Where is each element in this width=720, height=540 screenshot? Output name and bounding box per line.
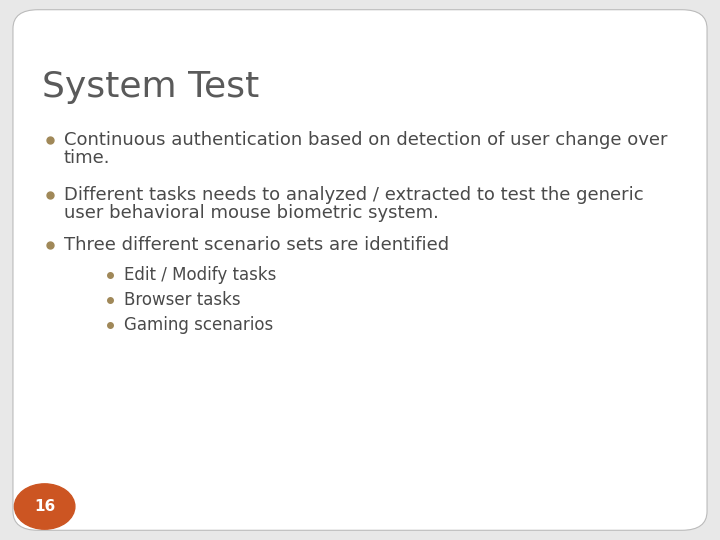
Text: 16: 16 (34, 499, 55, 514)
Text: time.: time. (64, 149, 110, 167)
Text: Three different scenario sets are identified: Three different scenario sets are identi… (64, 236, 449, 254)
Text: Browser tasks: Browser tasks (124, 291, 240, 309)
Text: Gaming scenarios: Gaming scenarios (124, 316, 274, 334)
Text: Edit / Modify tasks: Edit / Modify tasks (124, 266, 276, 284)
Text: user behavioral mouse biometric system.: user behavioral mouse biometric system. (64, 204, 439, 222)
Text: Continuous authentication based on detection of user change over: Continuous authentication based on detec… (64, 131, 667, 149)
Text: System Test: System Test (42, 70, 259, 104)
Text: Different tasks needs to analyzed / extracted to test the generic: Different tasks needs to analyzed / extr… (64, 186, 644, 204)
